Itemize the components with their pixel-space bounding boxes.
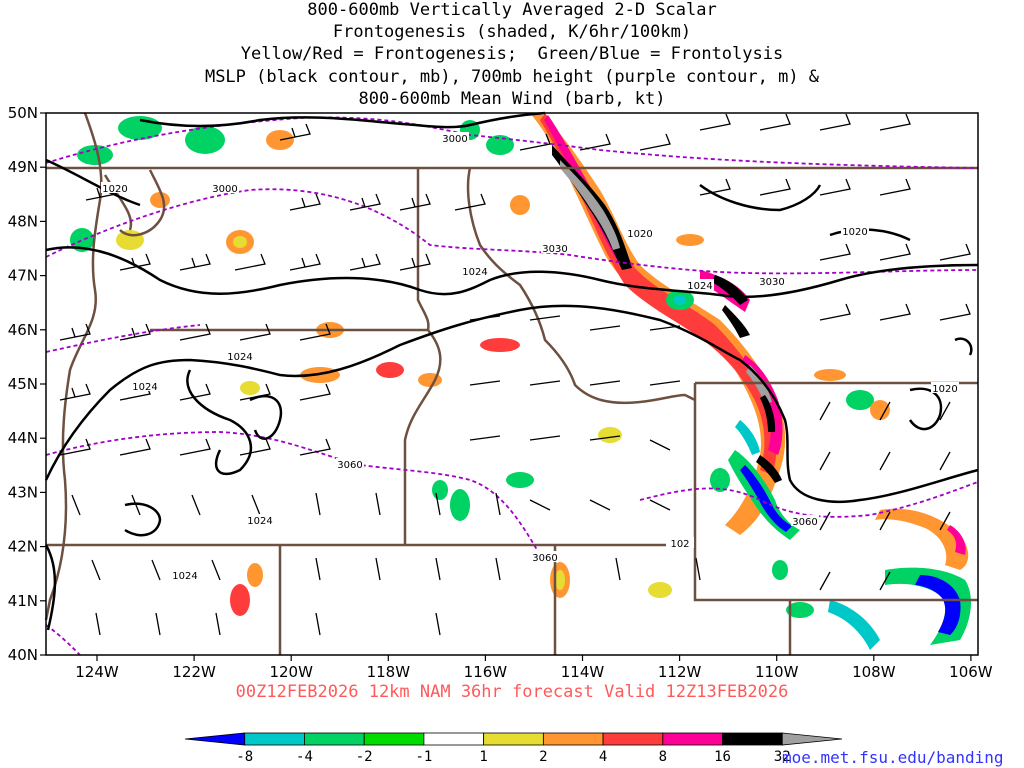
mslp-label-bg bbox=[226, 350, 254, 361]
lat-label: 40N bbox=[8, 646, 38, 664]
mslp-label: 1024 bbox=[247, 516, 272, 527]
lon-label: 118W bbox=[367, 663, 411, 681]
lon-label: 124W bbox=[75, 663, 119, 681]
colorbar-segment bbox=[781, 732, 843, 746]
forecast-valid-line: 00Z12FEB2026 12km NAM 36hr forecast Vali… bbox=[235, 682, 789, 702]
height-contours bbox=[45, 116, 979, 656]
mslp-label-bg bbox=[841, 225, 869, 236]
lon-label: 120W bbox=[269, 663, 313, 681]
lat-label: 50N bbox=[8, 104, 38, 122]
lat-label: 49N bbox=[8, 158, 38, 176]
mslp-label-bg bbox=[131, 380, 159, 391]
colorbar-label: 32 bbox=[774, 749, 791, 765]
title-line-3: Yellow/Red = Frontogenesis; Green/Blue =… bbox=[240, 44, 784, 64]
colorbar-label: 1 bbox=[479, 749, 487, 765]
mslp-label: 1020 bbox=[102, 184, 127, 195]
height-label-bg bbox=[441, 132, 469, 143]
height-label-bg bbox=[791, 515, 819, 526]
lon-label: 112W bbox=[658, 663, 702, 681]
lon-label: 122W bbox=[172, 663, 216, 681]
lat-label: 43N bbox=[8, 483, 38, 501]
longitude-labels: 124W 122W 120W 118W 116W 114W 112W 110W 108W 106W bbox=[75, 655, 993, 681]
height-label: 3030 bbox=[542, 244, 567, 255]
height-label: 3000 bbox=[212, 184, 237, 195]
title-line-2: Frontogenesis (shaded, K/6hr/100km) bbox=[332, 22, 692, 42]
colorbar-segment bbox=[304, 732, 365, 746]
lat-label: 45N bbox=[8, 375, 38, 393]
mslp-label: 1020 bbox=[627, 229, 652, 240]
lon-label: 108W bbox=[852, 663, 896, 681]
lat-label: 44N bbox=[8, 429, 38, 447]
colorbar-label: -8 bbox=[236, 749, 253, 765]
colorbar-label: -4 bbox=[296, 749, 313, 765]
lon-label: 106W bbox=[949, 663, 993, 681]
contour-labels: 1020 1020 1024 1024 1024 1024 1024 1024 1020 1020… bbox=[101, 132, 959, 582]
mslp-label-bg bbox=[246, 514, 274, 525]
mslp-label-bg bbox=[666, 537, 694, 548]
height-label: 3060 bbox=[337, 460, 362, 471]
height-label: 3030 bbox=[759, 277, 784, 288]
colorbar-segment bbox=[542, 732, 604, 746]
colorbar-segment bbox=[722, 732, 783, 746]
mslp-label: 1024 bbox=[687, 281, 712, 292]
colorbar-segment bbox=[483, 732, 544, 746]
height-label-bg bbox=[531, 551, 559, 562]
colorbar-segment bbox=[602, 732, 664, 746]
title-line-4: MSLP (black contour, mb), 700mb height (… bbox=[204, 67, 820, 87]
lon-label: 110W bbox=[755, 663, 799, 681]
mslp-label: 1024 bbox=[462, 267, 487, 278]
colorbar-label: 8 bbox=[659, 749, 667, 765]
height-label: 3060 bbox=[532, 553, 557, 564]
mslp-label-bg bbox=[931, 382, 959, 393]
colorbar-segment bbox=[184, 732, 246, 746]
colorbar-segment bbox=[423, 732, 485, 746]
latitude-labels: 50N 49N 48N 47N 46N 45N 44N 43N 42N 41N 40N bbox=[8, 104, 46, 664]
lat-label: 46N bbox=[8, 321, 38, 339]
mslp-label: 102 bbox=[670, 539, 689, 550]
wind-barbs bbox=[59, 113, 971, 636]
height-label-bg bbox=[541, 242, 569, 253]
lat-label: 48N bbox=[8, 212, 38, 230]
lat-label: 41N bbox=[8, 592, 38, 610]
lon-label: 116W bbox=[464, 663, 508, 681]
mslp-label: 1024 bbox=[172, 571, 197, 582]
colorbar-segment bbox=[244, 732, 305, 746]
colorbar-segment bbox=[363, 732, 425, 746]
lat-label: 47N bbox=[8, 267, 38, 285]
mslp-label-bg bbox=[101, 182, 129, 193]
height-label: 3060 bbox=[792, 517, 817, 528]
colorbar-label: -2 bbox=[356, 749, 373, 765]
colorbar: -8 -4 -2 -1 1 2 4 8 16 32 bbox=[184, 732, 843, 765]
mslp-label-bg bbox=[626, 227, 654, 238]
mslp-label-bg bbox=[171, 569, 199, 580]
colorbar-segment bbox=[662, 732, 723, 746]
state-borders bbox=[44, 112, 978, 655]
title-line-1: 800-600mb Vertically Averaged 2-D Scalar bbox=[307, 0, 717, 20]
mslp-label: 1024 bbox=[132, 382, 157, 393]
mslp-label: 1024 bbox=[227, 352, 252, 363]
height-label: 3000 bbox=[442, 134, 467, 145]
mslp-label: 1020 bbox=[932, 384, 957, 395]
frontogenesis-shading bbox=[70, 113, 972, 650]
colorbar-label: 2 bbox=[539, 749, 547, 765]
colorbar-label: -1 bbox=[415, 749, 432, 765]
height-label-bg bbox=[758, 275, 786, 286]
credit-url: moe.met.fsu.edu/banding bbox=[782, 748, 1004, 767]
title-line-5: 800-600mb Mean Wind (barb, kt) bbox=[358, 89, 666, 109]
mslp-contours bbox=[44, 111, 979, 631]
height-label-bg bbox=[211, 182, 239, 193]
lat-label: 42N bbox=[8, 538, 38, 556]
colorbar-label: 16 bbox=[714, 749, 731, 765]
mslp-label-bg bbox=[686, 279, 714, 290]
mslp-label-bg bbox=[461, 265, 489, 276]
colorbar-label: 4 bbox=[599, 749, 607, 765]
mslp-label: 1020 bbox=[842, 227, 867, 238]
height-label-bg bbox=[336, 458, 364, 469]
lon-label: 114W bbox=[561, 663, 605, 681]
